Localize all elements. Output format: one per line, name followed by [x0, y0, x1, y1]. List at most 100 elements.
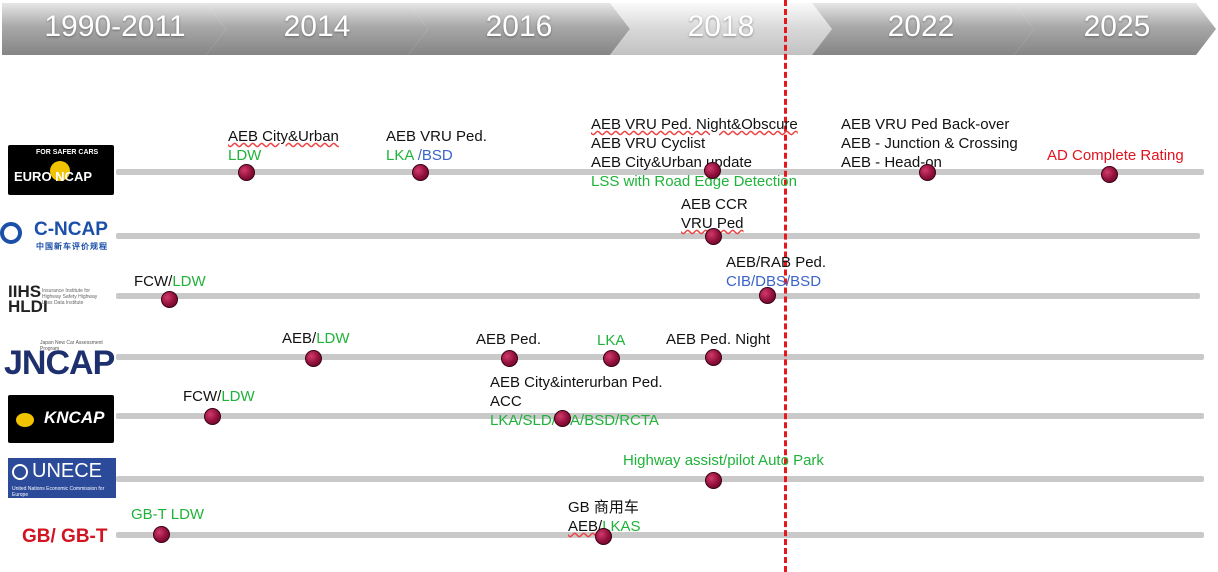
euro-2016-bsd: /BSD — [413, 147, 453, 164]
cncap-annotation: AEB CCR VRU Ped — [681, 195, 748, 233]
milestone-dot-euro-2014 — [238, 164, 255, 181]
iihs-logo-sub: Insurance Institute for Highway Safety H… — [42, 288, 98, 306]
iihs-logo: IIHS HLDI Insurance Institute for Highwa… — [8, 282, 118, 318]
kncap-logo: KNCAP — [8, 395, 114, 443]
unece-annotation: Highway assist/pilot Auto Park — [623, 452, 824, 469]
gb-lkas: LKAS — [602, 518, 641, 535]
c-ncap-logo: C-NCAP 中国新车评价规程 — [0, 216, 118, 254]
euro-ncap-logo: FOR SAFER CARS EURO NCAP — [8, 145, 114, 195]
euro-ncap-logo-text: EURO NCAP — [14, 169, 93, 184]
jncap-logo: Japan New Car Assessment Program JNCAP — [4, 340, 118, 382]
cncap-line1: AEB CCR — [681, 196, 748, 213]
jncap-aeb-ped-night: AEB Ped. Night — [666, 331, 771, 348]
euro-2016-line1: AEB VRU Ped. — [386, 128, 487, 145]
jncap-ldw: LDW — [316, 330, 350, 347]
track-c-ncap — [116, 233, 1200, 239]
iihs-logo-text: IIHS HLDI — [8, 282, 48, 316]
milestone-dot-euro-2016 — [412, 164, 429, 181]
un-globe-icon — [12, 464, 28, 480]
c-ncap-logo-sub: 中国新车评价规程 — [36, 242, 108, 251]
kncap-ldw: LDW — [221, 388, 255, 405]
euro-2022-line1: AEB VRU Ped Back-over — [841, 116, 1010, 133]
euro-2022-line2: AEB - Junction & Crossing — [841, 135, 1018, 152]
c-ncap-ring-icon — [0, 222, 22, 244]
year-label-2022: 2022 — [887, 10, 955, 43]
milestone-dot-euro-2022 — [919, 164, 936, 181]
jncap-logo-text: JNCAP — [4, 344, 115, 382]
kncap-logo-text: KNCAP — [44, 408, 105, 427]
gb-2016-line2: AEB/LKAS — [568, 517, 641, 536]
milestone-dot-jncap-2014 — [305, 350, 322, 367]
iihs-aeb-line1: AEB/RAB Ped. — [726, 254, 827, 271]
year-label-2014: 2014 — [283, 10, 351, 43]
track-iihs — [116, 293, 1200, 299]
milestone-dot-jncap-2016b — [603, 350, 620, 367]
jncap-aeb-ldw: AEB/LDW — [282, 329, 350, 348]
timeline-header — [2, 3, 1216, 55]
milestone-dot-jncap-2016a — [501, 350, 518, 367]
year-label-2018: 2018 — [687, 10, 755, 43]
jncap-aeb: AEB/ — [282, 330, 317, 347]
year-label-2016: 2016 — [485, 10, 553, 43]
iihs-aeb-annotation: AEB/RAB Ped. CIB/DBS/BSD — [726, 253, 826, 291]
jncap-lka: LKA — [597, 332, 626, 349]
euro-2025-annotation: AD Complete Rating — [1047, 147, 1184, 164]
milestone-dot-cncap-2018 — [705, 228, 722, 245]
euro-2018-line4: LSS with Road Edge Detection — [591, 173, 797, 190]
milestone-dot-kncap-2016 — [554, 410, 571, 427]
track-unece — [116, 476, 1204, 482]
c-ncap-logo-text: C-NCAP — [34, 219, 108, 240]
gb-2016-line1: GB 商用车 — [568, 499, 639, 516]
iihs-aeb-line2: CIB/DBS/BSD — [726, 273, 822, 290]
current-time-marker — [784, 0, 787, 572]
milestone-dot-kncap-2011 — [204, 408, 221, 425]
chevron-2014 — [206, 3, 428, 55]
euro-2016-annotation: AEB VRU Ped. LKA /BSD — [386, 127, 487, 165]
euro-2018-annotation: AEB VRU Ped. Night&Obscure AEB VRU Cycli… — [591, 115, 798, 191]
unece-logo-text: UNECE — [32, 460, 103, 482]
gb-2016-annotation: GB 商用车 AEB/LKAS — [568, 498, 641, 536]
milestone-dot-gb-2016 — [595, 528, 612, 545]
euro-2022-line3: AEB - Head-on — [841, 154, 942, 171]
milestone-dot-gb-2011 — [153, 526, 170, 543]
year-label-1990-2011: 1990-2011 — [44, 10, 186, 43]
track-kncap — [116, 413, 1204, 419]
kncap-fcw: FCW/ — [183, 388, 222, 405]
jncap-aeb-ped: AEB Ped. — [476, 331, 542, 348]
kncap-2016-line2: ACC — [490, 393, 522, 410]
chevron-2022 — [812, 3, 1034, 55]
kncap-2016-line1: AEB City&interurban Ped. — [490, 374, 663, 391]
iihs-fcw: FCW/ — [134, 273, 173, 290]
unece-logo-sub: United Nations Economic Commission for E… — [12, 486, 105, 498]
chevron-2016 — [408, 3, 630, 55]
jncap-logo-sub: Japan New Car Assessment Program — [40, 340, 103, 352]
euro-ncap-logo-top: FOR SAFER CARS — [36, 149, 99, 156]
milestone-dot-euro-2018 — [704, 162, 721, 179]
euro-2014-annotation: AEB City&Urban LDW — [228, 127, 339, 165]
euro-2018-line3: AEB City&Urban update — [591, 154, 752, 171]
track-gb — [116, 532, 1204, 538]
track-euro-ncap — [116, 169, 1204, 175]
unece-logo: UNECE United Nations Economic Commission… — [8, 458, 116, 498]
milestone-dot-unece-2018 — [705, 472, 722, 489]
gb-label: GB/ GB-T — [22, 526, 108, 547]
euro-2018-line2: AEB VRU Cyclist — [591, 135, 706, 152]
gb-aeb: AEB/ — [568, 518, 603, 535]
milestone-dot-euro-2025 — [1101, 166, 1118, 183]
milestone-dot-iihs-2018 — [759, 287, 776, 304]
chevron-2025 — [1014, 3, 1216, 55]
track-jncap — [116, 354, 1204, 360]
chevron-2018 — [610, 3, 832, 55]
kncap-2016-line3: LKA/SLD/ISA/BSD/RCTA — [490, 412, 659, 429]
euro-ncap-emblem-icon — [50, 161, 70, 181]
euro-2014-line2: LDW — [228, 147, 262, 164]
euro-2022-annotation: AEB VRU Ped Back-over AEB - Junction & C… — [841, 115, 1018, 172]
year-label-2025: 2025 — [1083, 10, 1151, 43]
iihs-ldw: LDW — [172, 273, 206, 290]
kncap-2016-annotation: AEB City&interurban Ped. ACC LKA/SLD/ISA… — [490, 373, 663, 430]
euro-2014-line1: AEB City&Urban — [228, 128, 339, 145]
gb-t-ldw: GB-T LDW — [131, 506, 205, 523]
milestone-dot-iihs-2011 — [161, 291, 178, 308]
iihs-fcw-ldw: FCW/LDW — [134, 272, 206, 291]
cncap-line2: VRU Ped — [681, 215, 744, 232]
